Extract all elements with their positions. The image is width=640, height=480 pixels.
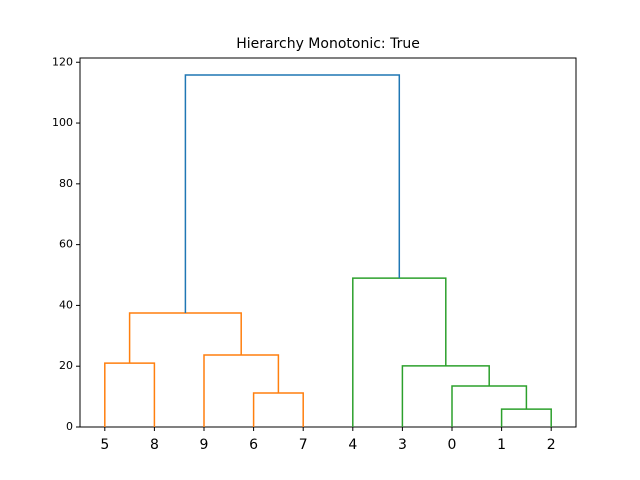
leaf-label: 3 <box>398 437 407 453</box>
leaf-label: 4 <box>348 437 357 453</box>
y-tick-label: 60 <box>59 238 73 251</box>
leaf-label: 7 <box>299 437 308 453</box>
leaf-label: 1 <box>497 437 506 453</box>
y-tick-label: 0 <box>66 420 73 433</box>
dendrogram-link <box>500 408 552 427</box>
y-tick-label: 100 <box>52 116 73 129</box>
chart-title: Hierarchy Monotonic: True <box>236 36 420 52</box>
dendrogram-link <box>104 362 156 427</box>
dendrogram-link <box>352 277 447 427</box>
leaf-label: 8 <box>150 437 159 453</box>
leaf-label: 2 <box>547 437 556 453</box>
y-tick-label: 120 <box>52 55 73 68</box>
y-tick-label: 80 <box>59 177 73 190</box>
leaf-label: 6 <box>249 437 258 453</box>
leaf-label: 9 <box>200 437 209 453</box>
dendrogram-link <box>184 74 401 314</box>
y-tick-label: 40 <box>59 298 73 311</box>
dendrogram-link <box>401 365 490 427</box>
y-tick-label: 20 <box>59 359 73 372</box>
leaf-label: 5 <box>100 437 109 453</box>
plot-frame <box>79 57 577 428</box>
dendrogram-link <box>252 392 304 427</box>
leaf-label: 0 <box>448 437 457 453</box>
dendrogram-link <box>203 354 280 427</box>
dendrogram-link <box>451 385 528 427</box>
